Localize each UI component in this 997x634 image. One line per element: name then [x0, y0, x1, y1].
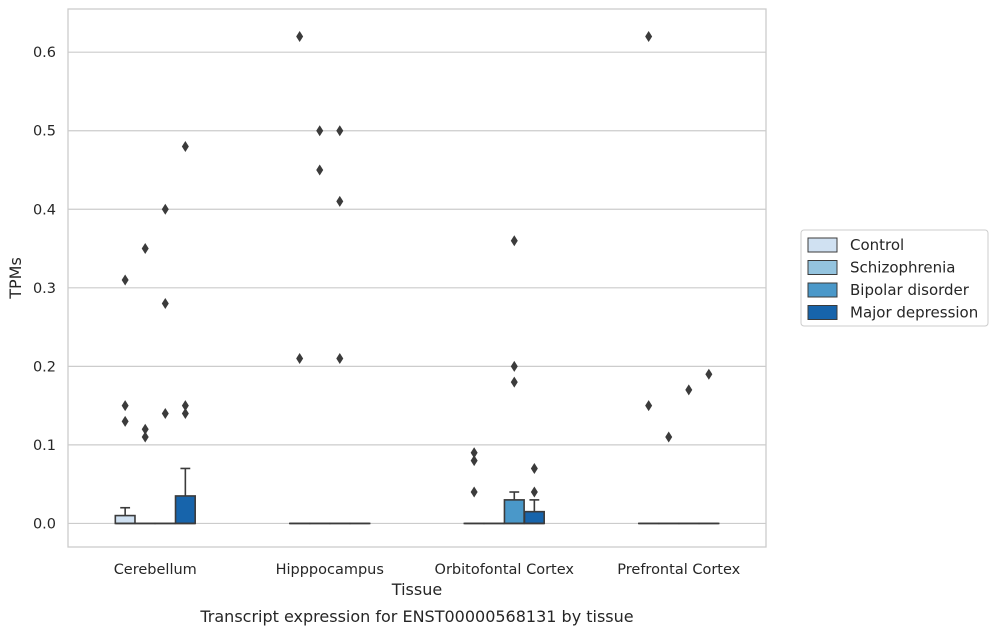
y-tick-label: 0.0: [33, 516, 56, 532]
outlier-point: [316, 164, 324, 176]
x-tick-label: Orbitofontal Cortex: [435, 562, 575, 578]
outlier-point: [181, 140, 189, 152]
outlier-point: [685, 384, 693, 396]
box-body: [114, 514, 136, 525]
outlier-point: [161, 298, 169, 310]
outlier-point: [121, 400, 129, 412]
legend-label: Bipolar disorder: [850, 281, 970, 299]
box-body: [523, 510, 545, 525]
outlier-point: [161, 407, 169, 419]
outlier-point: [530, 486, 538, 498]
outlier-point: [121, 415, 129, 427]
legend-label: Schizophrenia: [850, 259, 955, 277]
y-tick-labels: 0.0 0.1 0.2 0.3 0.4 0.5 0.6: [33, 45, 56, 532]
outlier-point: [296, 30, 304, 42]
x-axis-title: Tissue: [391, 580, 442, 599]
legend-frame: [800, 229, 989, 327]
outlier-point: [530, 462, 538, 474]
boxes: [114, 467, 720, 525]
outlier-point: [181, 400, 189, 412]
legend-swatch: [807, 237, 838, 253]
box-body: [174, 495, 196, 525]
outlier-point: [141, 243, 149, 255]
outlier-point: [470, 455, 478, 467]
outlier-point: [510, 360, 518, 372]
legend-swatch: [807, 282, 838, 298]
legend-swatch: [807, 260, 838, 275]
outlier-point: [141, 431, 149, 443]
y-axis-title: TPMs: [6, 257, 25, 300]
outlier-point: [336, 353, 344, 365]
legend: Control Schizophrenia Bipolar disorder Majo…: [800, 229, 989, 327]
outlier-point: [665, 431, 673, 443]
y-tick-label: 0.2: [33, 359, 56, 375]
outlier-point: [510, 376, 518, 388]
y-tick-label: 0.6: [33, 45, 56, 61]
outlier-point: [336, 125, 344, 137]
outlier-point: [296, 353, 304, 365]
box-3-0: [174, 467, 196, 525]
outlier-point: [645, 400, 653, 412]
outlier-point: [121, 274, 129, 286]
chart-caption: Transcript expression for ENST0000056813…: [199, 607, 633, 626]
x-tick-label: Prefrontal Cortex: [617, 562, 740, 578]
outlier-points: [121, 30, 713, 498]
outlier-point: [510, 235, 518, 247]
box-3-2: [523, 499, 545, 525]
legend-swatch: [807, 305, 838, 320]
plot-frame: [67, 8, 767, 548]
y-tick-label: 0.1: [33, 438, 56, 454]
gridlines: [68, 51, 766, 525]
outlier-point: [645, 30, 653, 42]
outlier-point: [470, 447, 478, 459]
x-tick-label: Cerebellum: [114, 562, 197, 578]
box-2-2: [503, 491, 525, 525]
outlier-point: [141, 423, 149, 435]
x-tick-label: Hipppocampus: [276, 562, 384, 578]
outlier-point: [316, 125, 324, 137]
outlier-point: [470, 486, 478, 498]
outlier-point: [161, 203, 169, 215]
legend-label: Control: [850, 236, 904, 254]
outlier-point: [336, 195, 344, 207]
outlier-point: [181, 407, 189, 419]
y-tick-label: 0.3: [33, 281, 56, 297]
legend-items: Control Schizophrenia Bipolar disorder Majo…: [807, 236, 978, 322]
y-tick-label: 0.4: [33, 202, 56, 218]
box-body: [503, 499, 525, 525]
legend-label: Major depression: [850, 304, 978, 322]
box-0-0: [114, 506, 136, 525]
outlier-point: [705, 368, 713, 380]
y-tick-label: 0.5: [33, 124, 56, 140]
x-tick-labels: Cerebellum Hipppocampus Orbitofontal Corte…: [114, 562, 741, 578]
